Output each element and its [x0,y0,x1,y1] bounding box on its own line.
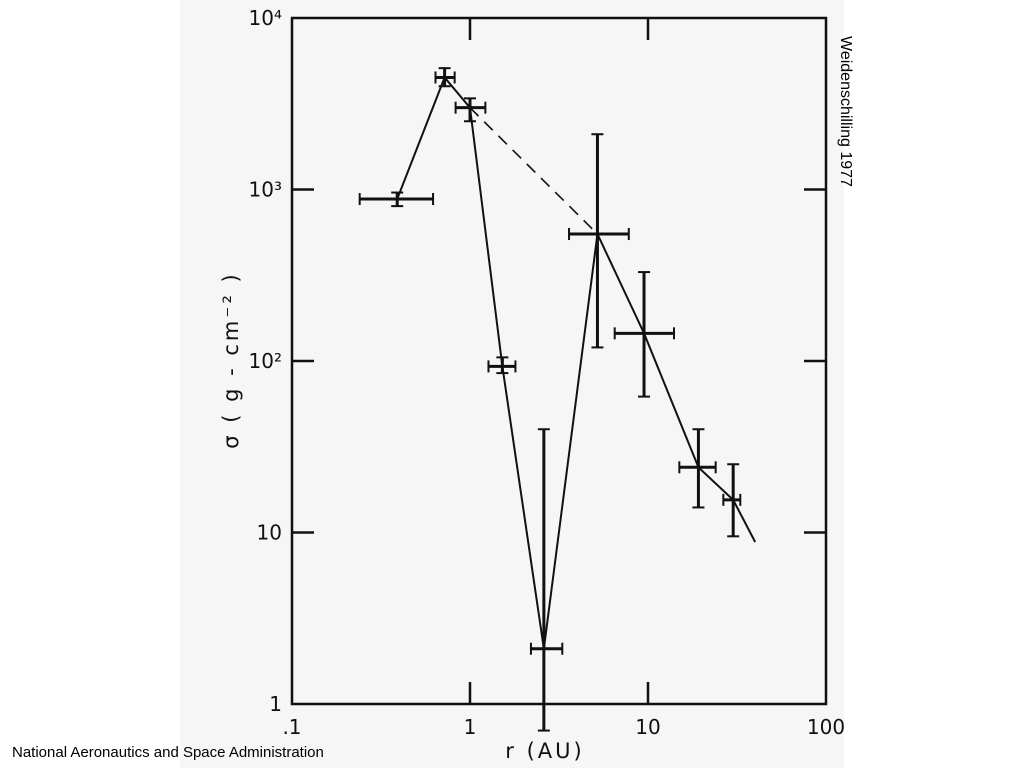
data-point [529,428,564,732]
data-point [722,463,742,538]
dashed-connector-line [469,107,599,235]
y-tick-label: 10⁴ [249,6,282,30]
credit-label: Weidenschilling 1977 [837,36,854,187]
x-tick-label: 1 [464,715,477,739]
data-point [454,97,487,123]
y-tick-labels: 1 10 10² 10³ 10⁴ [249,6,282,716]
y-tick-label: 1 [269,692,282,716]
x-tick-label: .1 [282,715,301,739]
slide-panel [180,0,844,768]
x-axis-title: r (AU) [505,739,584,763]
y-axis-title: σ ( g - cm⁻² ) [219,271,243,449]
footer-organization: National Aeronautics and Space Administr… [12,744,324,761]
x-tick-label: 100 [807,715,845,739]
plot-frame [290,16,828,706]
data-points [358,67,742,732]
y-tick-label: 10 [257,521,282,545]
data-point [613,271,676,398]
data-point [434,67,456,88]
x-tick-label: 10 [635,715,660,739]
solid-connector-line [396,75,757,649]
data-point [678,428,717,509]
data-point [487,356,517,375]
series-lines [396,75,757,649]
data-point [358,191,435,208]
x-tick-labels: .1 1 10 100 [282,715,845,739]
y-tick-label: 10² [249,349,282,373]
data-point [568,133,630,349]
y-tick-label: 10³ [249,178,282,202]
axis-ticks [292,18,826,704]
